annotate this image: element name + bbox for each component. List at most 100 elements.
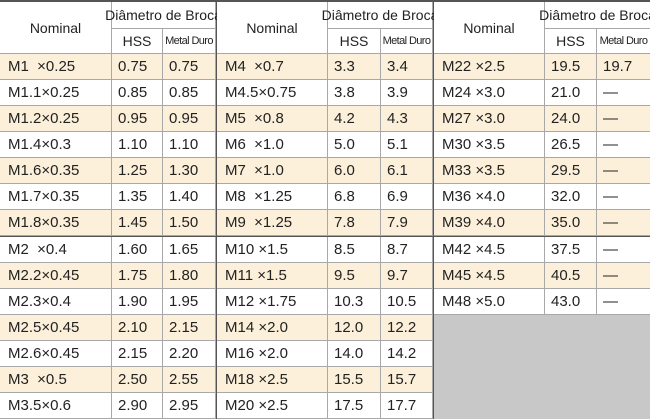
nominal-cell: M7 ×1.0 <box>217 158 328 185</box>
hss-cell: 6.0 <box>328 158 381 185</box>
metal-cell: 1.65 <box>163 236 216 263</box>
nominal-cell: M27 ×3.0 <box>434 106 545 133</box>
nominal-cell: M5 ×0.8 <box>217 106 328 133</box>
header-metal: Metal Duro <box>163 29 216 54</box>
metal-cell: — <box>597 288 650 315</box>
hss-cell: 8.5 <box>328 236 381 263</box>
hss-cell: 9.5 <box>328 262 381 289</box>
metal-cell: 3.4 <box>381 54 433 81</box>
header-metal: Metal Duro <box>381 29 433 54</box>
metal-cell: 10.5 <box>381 288 433 315</box>
metal-cell: — <box>597 210 650 237</box>
header-diametro: Diâmetro de Broca <box>539 2 650 29</box>
nominal-cell: M36 ×4.0 <box>434 184 545 211</box>
hss-cell: 0.85 <box>112 80 163 107</box>
header-nominal: Nominal <box>217 2 328 54</box>
metal-cell: 3.9 <box>381 80 433 107</box>
metal-cell: 1.10 <box>163 132 216 159</box>
metal-cell: 6.1 <box>381 158 433 185</box>
metal-cell: 1.95 <box>163 288 216 315</box>
hss-cell: 17.5 <box>328 392 381 419</box>
header-diametro: Diâmetro de Broca <box>322 2 438 29</box>
nominal-cell: M9 ×1.25 <box>217 210 328 237</box>
nominal-cell: M2.5×0.45 <box>0 314 112 341</box>
nominal-cell: M48 ×5.0 <box>434 288 545 315</box>
hss-cell: 0.95 <box>112 106 163 133</box>
hss-cell: 37.5 <box>545 236 597 263</box>
hss-cell: 43.0 <box>545 288 597 315</box>
header-hss: HSS <box>112 29 163 54</box>
metal-cell: 0.85 <box>163 80 216 107</box>
metal-cell: 0.75 <box>163 54 216 81</box>
hss-cell: 2.90 <box>112 392 163 419</box>
hss-cell: 32.0 <box>545 184 597 211</box>
hss-cell: 10.3 <box>328 288 381 315</box>
nominal-cell: M1.6×0.35 <box>0 158 112 185</box>
nominal-cell: M42 ×4.5 <box>434 236 545 263</box>
hss-cell: 1.60 <box>112 236 163 263</box>
header-diametro: Diâmetro de Broca <box>105 2 222 29</box>
metal-cell: 7.9 <box>381 210 433 237</box>
nominal-cell: M22 ×2.5 <box>434 54 545 81</box>
hss-cell: 14.0 <box>328 340 381 367</box>
metal-cell: — <box>597 80 650 107</box>
hss-cell: 35.0 <box>545 210 597 237</box>
header-nominal: Nominal <box>0 2 112 54</box>
hss-cell: 3.3 <box>328 54 381 81</box>
metal-cell: 2.15 <box>163 314 216 341</box>
nominal-cell: M1.2×0.25 <box>0 106 112 133</box>
hss-cell: 7.8 <box>328 210 381 237</box>
nominal-cell: M2.3×0.4 <box>0 288 112 315</box>
empty-area <box>434 314 650 419</box>
hss-cell: 1.45 <box>112 210 163 237</box>
nominal-cell: M3 ×0.5 <box>0 366 112 393</box>
hss-cell: 26.5 <box>545 132 597 159</box>
hss-cell: 29.5 <box>545 158 597 185</box>
header-hss: HSS <box>545 29 597 54</box>
metal-cell: 1.30 <box>163 158 216 185</box>
metal-cell: — <box>597 106 650 133</box>
nominal-cell: M4.5×0.75 <box>217 80 328 107</box>
hss-cell: 40.5 <box>545 262 597 289</box>
nominal-cell: M1.7×0.35 <box>0 184 112 211</box>
nominal-cell: M20 ×2.5 <box>217 392 328 419</box>
hss-cell: 1.10 <box>112 132 163 159</box>
metal-cell: 15.7 <box>381 366 433 393</box>
hss-cell: 6.8 <box>328 184 381 211</box>
metal-cell: 1.80 <box>163 262 216 289</box>
nominal-cell: M39 ×4.0 <box>434 210 545 237</box>
metal-cell: 5.1 <box>381 132 433 159</box>
metal-cell: 17.7 <box>381 392 433 419</box>
metal-cell: — <box>597 262 650 289</box>
hss-cell: 4.2 <box>328 106 381 133</box>
metal-cell: — <box>597 184 650 211</box>
metal-cell: — <box>597 236 650 263</box>
hss-cell: 0.75 <box>112 54 163 81</box>
header-hss: HSS <box>328 29 381 54</box>
nominal-cell: M3.5×0.6 <box>0 392 112 419</box>
nominal-cell: M2.6×0.45 <box>0 340 112 367</box>
hss-cell: 1.35 <box>112 184 163 211</box>
metal-cell: 9.7 <box>381 262 433 289</box>
metal-cell: — <box>597 158 650 185</box>
nominal-cell: M11 ×1.5 <box>217 262 328 289</box>
metal-cell: 6.9 <box>381 184 433 211</box>
hss-cell: 3.8 <box>328 80 381 107</box>
metal-cell: 8.7 <box>381 236 433 263</box>
header-metal: Metal Duro <box>597 29 650 54</box>
hss-cell: 1.90 <box>112 288 163 315</box>
nominal-cell: M8 ×1.25 <box>217 184 328 211</box>
nominal-cell: M1.8×0.35 <box>0 210 112 237</box>
hss-cell: 19.5 <box>545 54 597 81</box>
metal-cell: 19.7 <box>597 54 650 81</box>
hss-cell: 1.25 <box>112 158 163 185</box>
nominal-cell: M24 ×3.0 <box>434 80 545 107</box>
metal-cell: 2.20 <box>163 340 216 367</box>
hss-cell: 21.0 <box>545 80 597 107</box>
hss-cell: 2.15 <box>112 340 163 367</box>
hss-cell: 15.5 <box>328 366 381 393</box>
metal-cell: — <box>597 132 650 159</box>
metal-cell: 4.3 <box>381 106 433 133</box>
hss-cell: 2.50 <box>112 366 163 393</box>
